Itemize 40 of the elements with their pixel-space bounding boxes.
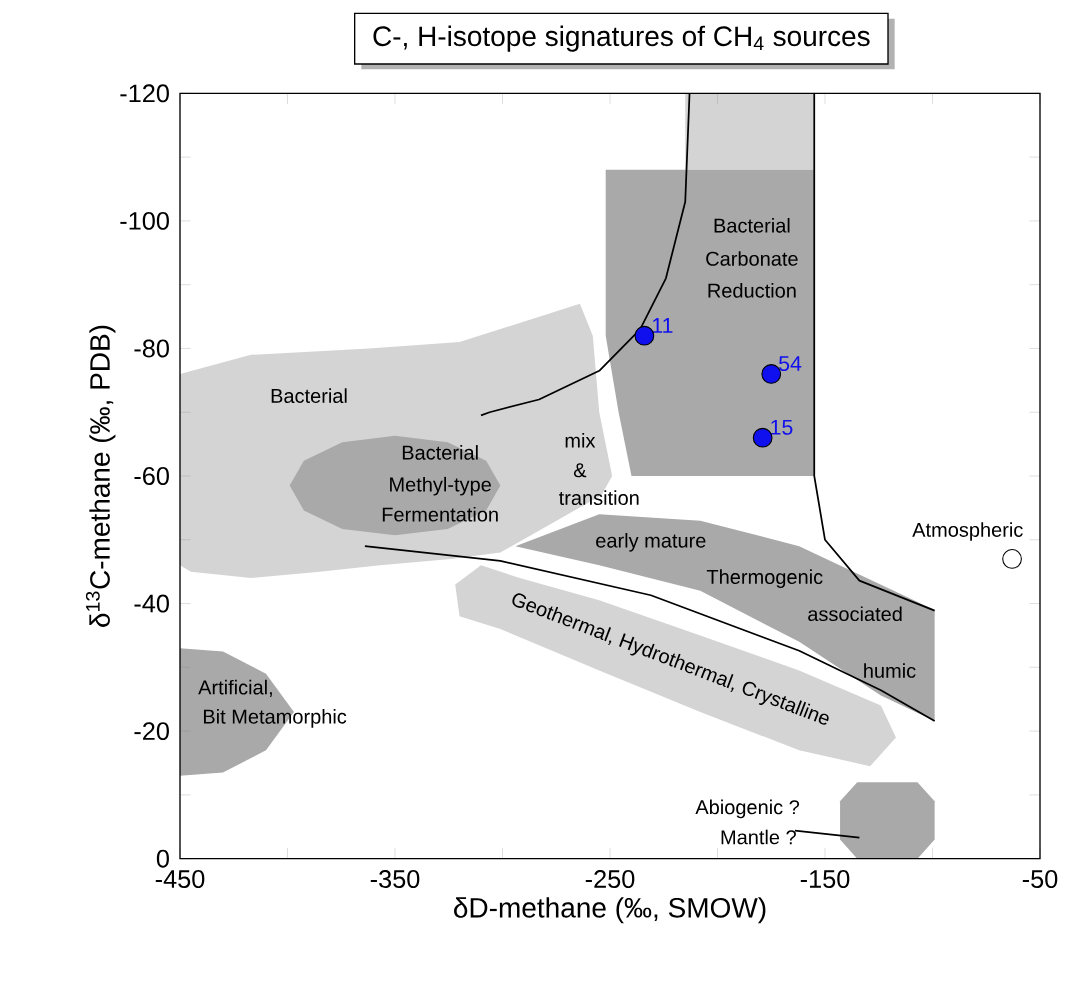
y-tick-label: -60 (134, 466, 169, 485)
annotation: 54 (779, 355, 802, 371)
annotation: Bit Metamorphic (203, 708, 347, 728)
annotation: Fermentation (382, 506, 498, 522)
point (1002, 548, 1022, 569)
x-tick-label: -350 (370, 869, 420, 888)
point (634, 325, 655, 346)
y-tick-label: -100 (120, 211, 169, 230)
annotation: Mantle ? (721, 829, 796, 845)
x-tick-label: -450 (155, 869, 205, 888)
annotation: mix (565, 432, 596, 448)
y-tick-label: -40 (134, 594, 169, 613)
annotation: Bacterial (714, 217, 790, 233)
annotation: Carbonate (706, 251, 798, 266)
annotation: Thermogenic (706, 569, 823, 588)
annotation: Bacterial (271, 388, 347, 403)
x-tick-label: -250 (585, 869, 635, 888)
annotation: associated (808, 606, 902, 621)
x-tick-label: -50 (1022, 869, 1058, 888)
annotation: Methyl-type (390, 476, 491, 496)
y-axis-title: δ$^{13}$C-methane (‰, PDB) (85, 325, 116, 627)
annotation: humic (864, 663, 916, 678)
annotation: transition (558, 490, 639, 505)
annotation: 11 (652, 317, 673, 333)
annotation: Bacterial (402, 444, 478, 460)
chart-title: C-, H-isotope signatures of CH$_{4}$ sources (373, 25, 870, 52)
x-tick-label: -150 (800, 869, 850, 888)
point (752, 427, 773, 448)
y-tick-label: -80 (134, 339, 169, 358)
y-tick-label: -20 (134, 721, 169, 740)
annotation: Artificial, (198, 679, 272, 697)
annotation: Reduction (708, 282, 796, 298)
y-tick-label: 0 (156, 849, 169, 868)
annotation: early mature (596, 532, 706, 552)
annotation: 15 (771, 419, 793, 435)
y-tick-label: -120 (120, 84, 169, 103)
x-axis-title: δD-methane (‰, SMOW) (454, 896, 766, 924)
annotation: Atmospheric (912, 522, 1023, 541)
annotation: Abiogenic ? (695, 799, 800, 819)
annotation: & (573, 463, 587, 478)
